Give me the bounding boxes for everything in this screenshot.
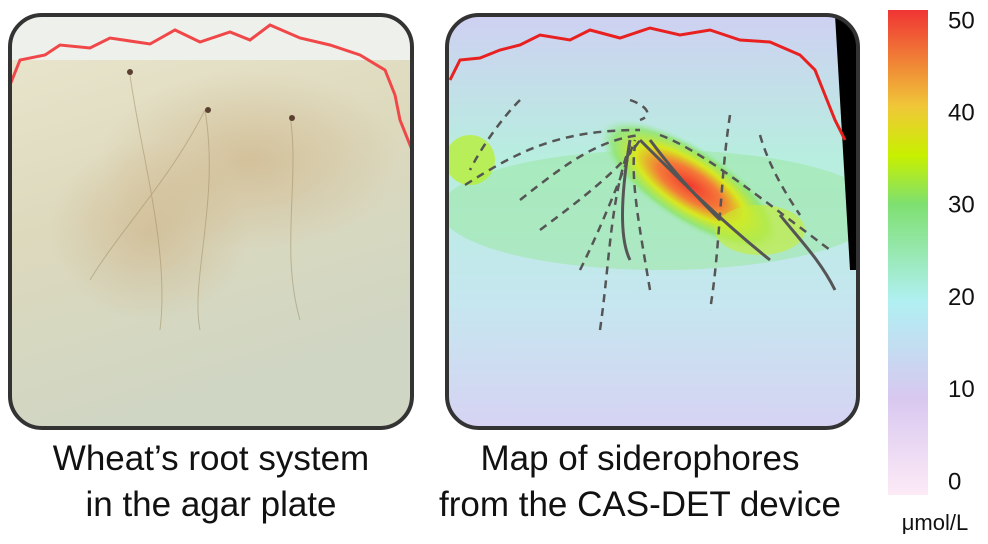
siderophore-map [440,15,880,428]
colorbar-tick-label: 20 [948,284,975,311]
caption-line: from the CAS-DET device [439,485,841,524]
colorbar-unit: μmol/L [902,510,968,535]
caption-line: Wheat’s root system [53,439,369,478]
colorbar-tick-label: 0 [948,468,961,495]
colorbar-tick-label: 50 [948,7,975,34]
caption-line: Map of siderophores [480,439,799,478]
colorbar-tick-label: 10 [948,376,975,403]
colorbar [888,10,928,495]
root-photo [10,15,412,428]
colorbar-tick-label: 40 [948,100,975,127]
colorbar-tick-label: 30 [948,192,975,219]
caption-line: in the agar plate [85,485,336,524]
figure: Wheat’s root system in the agar plate Ma… [0,0,988,544]
